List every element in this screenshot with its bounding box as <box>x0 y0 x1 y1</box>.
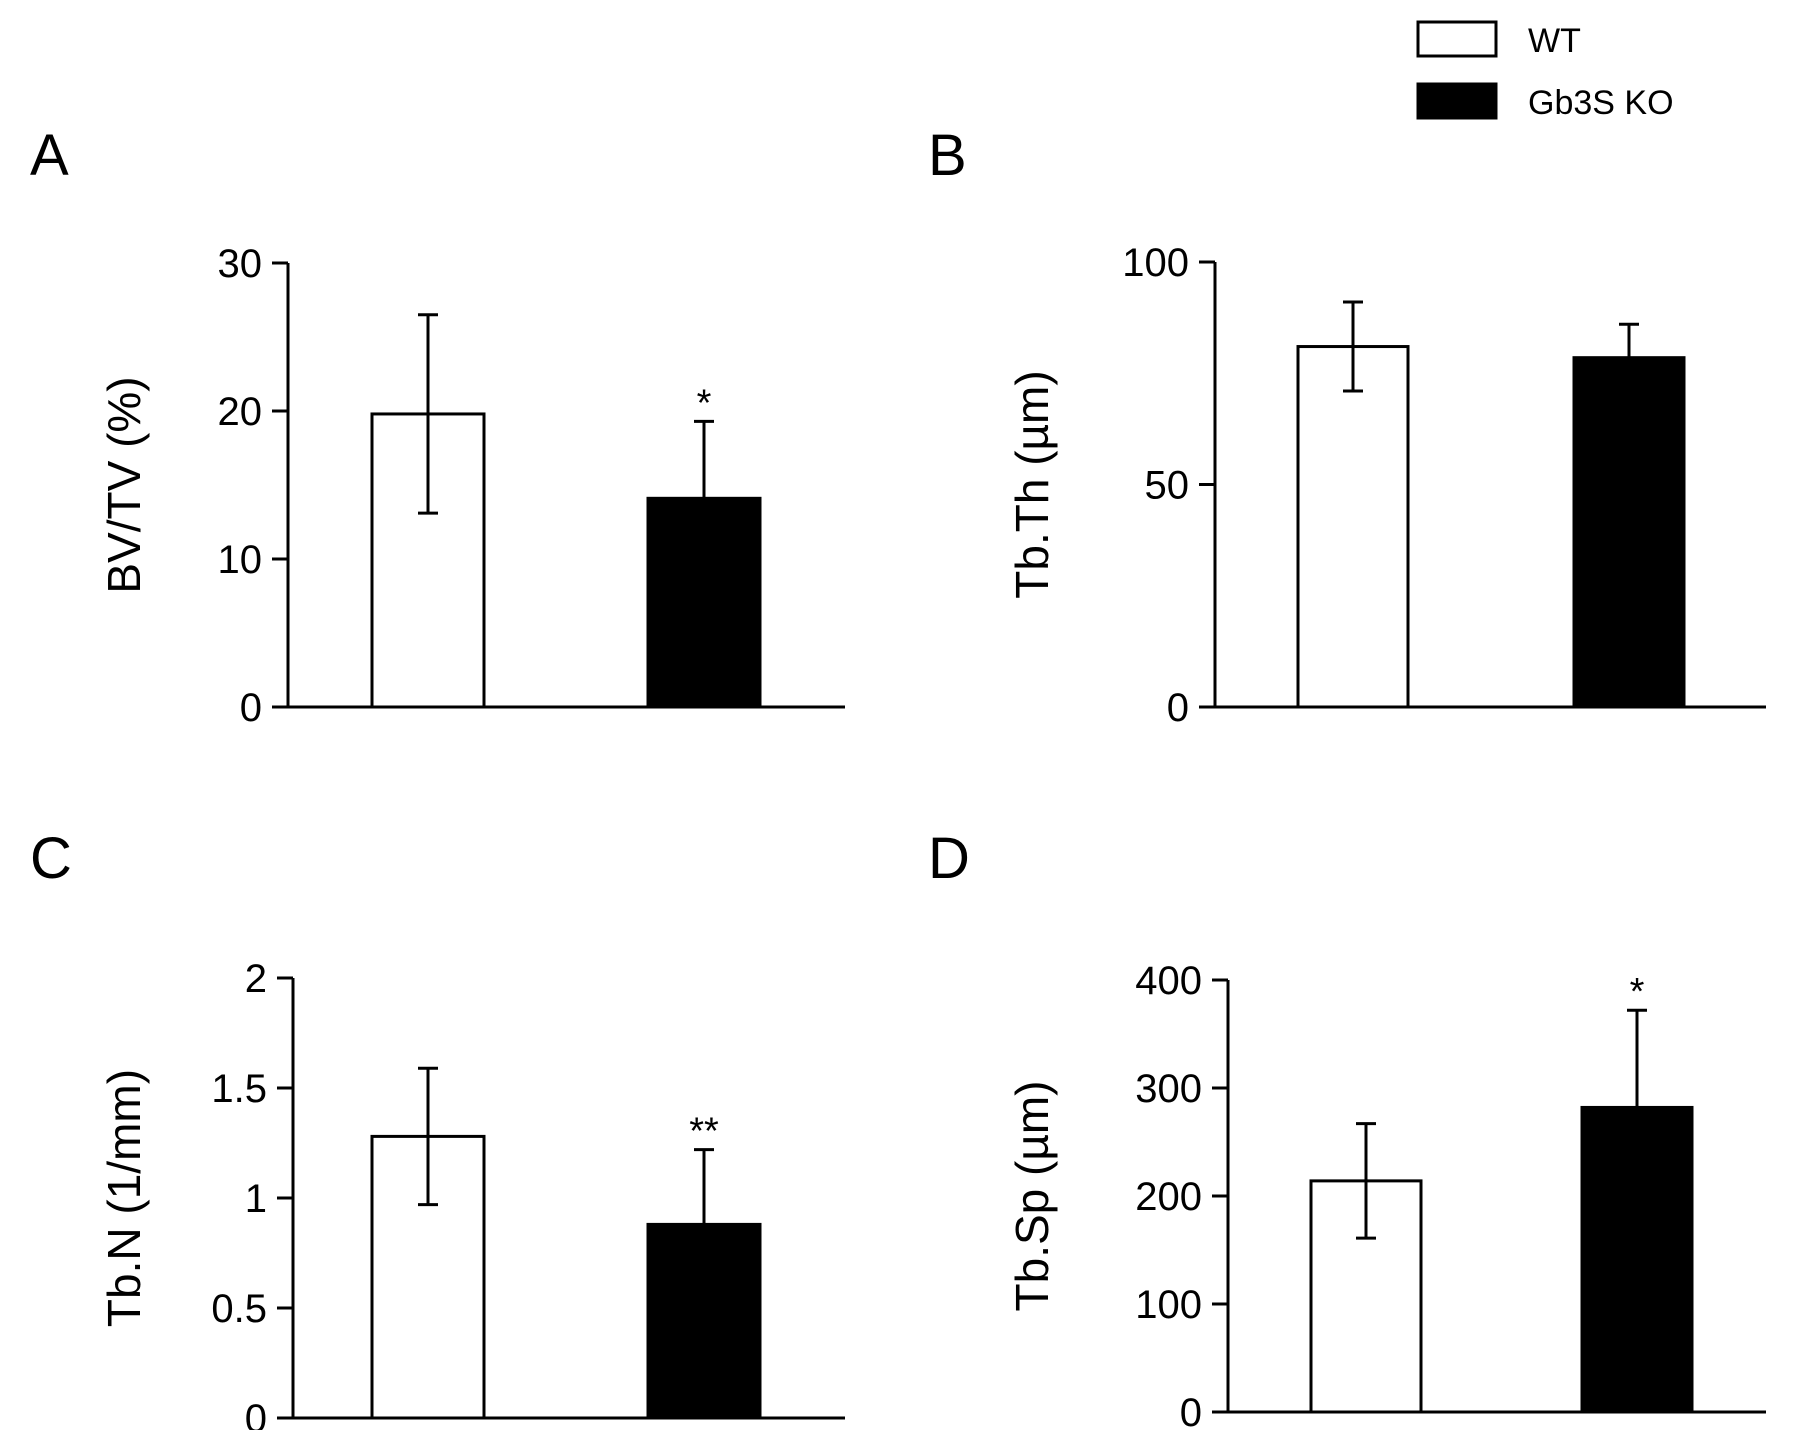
panel-letter-a: A <box>30 123 69 188</box>
y-axis-title-a: BV/TV (%) <box>98 376 150 593</box>
bar-a-ko <box>646 496 762 709</box>
bar-b-ko <box>1572 356 1686 709</box>
y-tick-label-d: 200 <box>1135 1175 1202 1219</box>
y-tick-label-b: 100 <box>1122 241 1189 285</box>
bar-d-ko <box>1580 1105 1694 1414</box>
significance-label-a: * <box>697 382 712 424</box>
y-tick-label-b: 0 <box>1167 686 1189 730</box>
bar-c-ko <box>646 1222 762 1420</box>
chart-panel-d: D Tb.Sp (µm) 0 100 200 300 400 * <box>928 826 1766 1430</box>
panel-letter-d: D <box>928 826 970 891</box>
y-axis-title-d: Tb.Sp (µm) <box>1006 1081 1058 1312</box>
chart-panel-c: C Tb.N (1/mm) 0 0.5 1 1.5 2 ** <box>30 826 845 1430</box>
legend: WT Gb3S KO <box>1416 20 1674 122</box>
y-tick-label-c: 0.5 <box>211 1287 267 1331</box>
y-tick-label-d: 100 <box>1135 1283 1202 1327</box>
y-tick-label-c: 2 <box>245 957 267 1001</box>
significance-label-c: ** <box>689 1111 719 1153</box>
panel-letter-b: B <box>928 123 967 188</box>
y-tick-label-c: 1.5 <box>211 1067 267 1111</box>
legend-label-ko: Gb3S KO <box>1528 84 1674 122</box>
y-tick-label-a: 10 <box>218 538 263 582</box>
y-tick-label-c: 0 <box>245 1397 267 1430</box>
chart-panel-b: B Tb.Th (µm) 0 50 100 <box>928 123 1766 730</box>
legend-swatch-wt <box>1416 20 1498 58</box>
y-tick-label-d: 0 <box>1180 1391 1202 1430</box>
y-tick-label-a: 20 <box>218 390 263 434</box>
chart-panel-a: A BV/TV (%) 0 10 20 30 * <box>30 123 845 730</box>
y-tick-label-b: 50 <box>1145 464 1190 508</box>
significance-label-d: * <box>1630 971 1645 1013</box>
panel-letter-c: C <box>30 826 72 891</box>
y-tick-label-a: 0 <box>240 686 262 730</box>
y-tick-label-d: 300 <box>1135 1067 1202 1111</box>
legend-label-wt: WT <box>1528 22 1581 60</box>
legend-swatch-ko <box>1416 82 1498 120</box>
y-tick-label-d: 400 <box>1135 959 1202 1003</box>
y-axis-title-c: Tb.N (1/mm) <box>98 1069 150 1327</box>
y-axis-title-b: Tb.Th (µm) <box>1006 370 1058 598</box>
bar-b-wt <box>1296 345 1410 709</box>
y-tick-label-c: 1 <box>245 1177 267 1221</box>
y-tick-label-a: 30 <box>218 242 263 286</box>
